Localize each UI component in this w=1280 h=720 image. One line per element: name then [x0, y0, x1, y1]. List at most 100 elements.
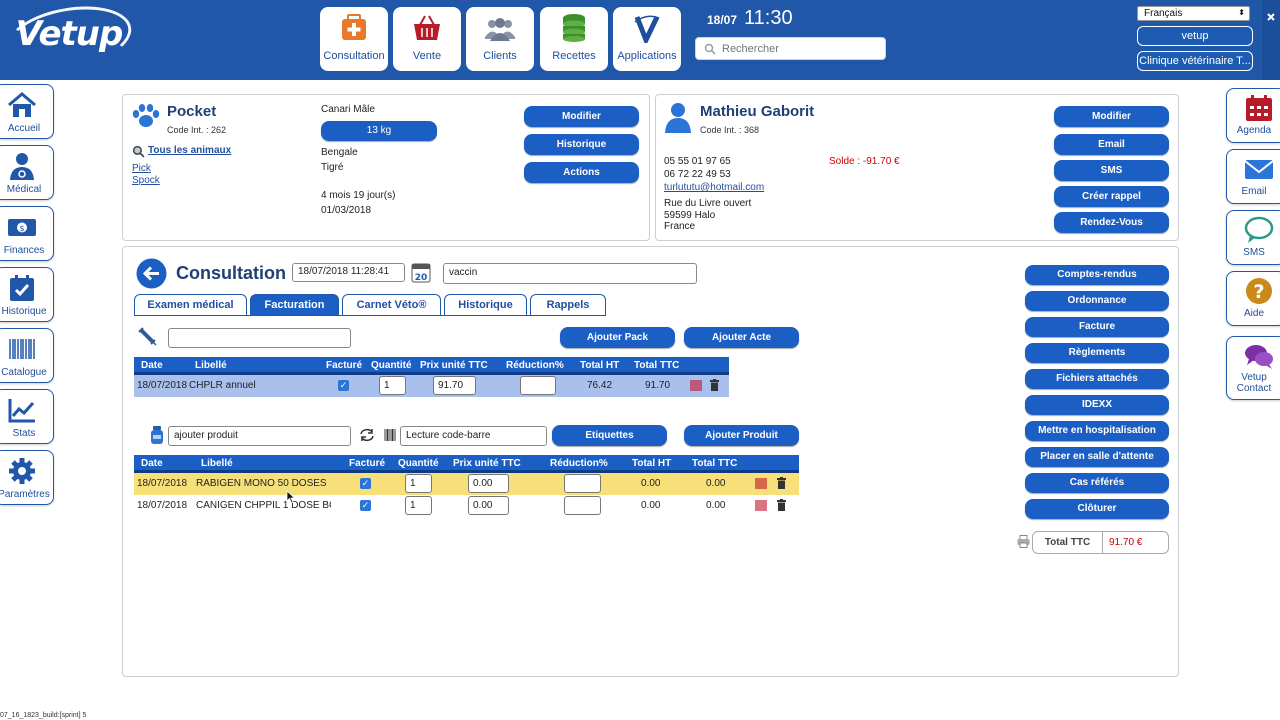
col-total-ttc: Total TTC [692, 458, 738, 469]
owner-email-link[interactable]: turlututu@hotmail.com [664, 182, 765, 193]
col-quantite: Quantité [371, 360, 412, 371]
idexx-button[interactable]: IDEXX [1025, 395, 1169, 415]
trash-icon[interactable] [710, 379, 719, 391]
animal-species-sex: Canari Mâle [321, 104, 375, 115]
table-row[interactable]: 18/07/2018 CANIGEN CHPPIL 1 DOSE BC ✓ 1 … [134, 495, 799, 517]
tab-rappels[interactable]: Rappels [530, 294, 606, 316]
hospitalize-button[interactable]: Mettre en hospitalisation [1025, 421, 1169, 441]
trash-icon[interactable] [777, 477, 786, 489]
vetup-v-icon [634, 15, 660, 43]
house-icon [8, 92, 36, 117]
appointment-button[interactable]: Rendez-Vous [1054, 212, 1169, 233]
barcode-icon[interactable] [690, 380, 702, 391]
nav-clients-label: Clients [483, 50, 517, 62]
payments-button[interactable]: Règlements [1025, 343, 1169, 363]
animal-historique-button[interactable]: Historique [524, 134, 639, 155]
price-input[interactable]: 0.00 [468, 474, 509, 493]
sidebar-item-historique[interactable]: Historique [0, 267, 54, 322]
sidebar-item-medical[interactable]: Médical [0, 145, 54, 200]
close-consultation-button[interactable]: Clôturer [1025, 499, 1169, 519]
search-box[interactable] [695, 37, 886, 60]
prescription-button[interactable]: Ordonnance [1025, 291, 1169, 311]
nav-applications[interactable]: Applications [613, 7, 681, 71]
barcode-icon[interactable] [755, 500, 767, 511]
col-quantite: Quantité [398, 458, 439, 469]
animal-code: Code Int. : 262 [167, 125, 227, 135]
consultation-reason-field[interactable]: vaccin [443, 263, 697, 284]
billed-checkbox[interactable]: ✓ [360, 478, 371, 489]
reduction-input[interactable] [520, 376, 556, 395]
qty-input[interactable]: 1 [405, 496, 432, 515]
refresh-icon[interactable] [359, 428, 375, 442]
printer-icon[interactable] [1017, 535, 1030, 548]
add-pack-button[interactable]: Ajouter Pack [560, 327, 675, 348]
table-row[interactable]: 18/07/2018 CHPLR annuel ✓ 1 91.70 76.42 … [134, 375, 729, 397]
qty-input[interactable]: 1 [405, 474, 432, 493]
sidebar-item-stats[interactable]: Stats [0, 389, 54, 444]
nav-recettes[interactable]: Recettes [540, 7, 608, 71]
nav-consultation-label: Consultation [323, 50, 385, 62]
logo-text: Vetup [15, 14, 124, 54]
qty-input[interactable]: 1 [379, 376, 406, 395]
act-search-input[interactable] [168, 328, 351, 348]
consultation-datetime-field[interactable]: 18/07/2018 11:28:41 [292, 263, 405, 282]
row-date: 18/07/2018 [137, 380, 188, 391]
reports-button[interactable]: Comptes-rendus [1025, 265, 1169, 285]
tab-examen-medical[interactable]: Examen médical [134, 294, 247, 316]
sidebar-item-label: Médical [6, 184, 42, 195]
product-search-input[interactable]: ajouter produit [168, 426, 351, 446]
labels-button[interactable]: Etiquettes [552, 425, 667, 446]
add-product-button[interactable]: Ajouter Produit [684, 425, 799, 446]
trash-icon[interactable] [777, 499, 786, 511]
nav-consultation[interactable]: Consultation [320, 7, 388, 71]
owner-sms-button[interactable]: SMS [1054, 160, 1169, 181]
nav-vente[interactable]: Vente [393, 7, 461, 71]
barcode-icon[interactable] [755, 478, 767, 489]
search-input[interactable] [722, 40, 880, 57]
animal-weight-badge[interactable]: 13 kg [321, 121, 437, 141]
vetup-logo[interactable]: Vetup [1, 0, 137, 79]
language-select[interactable]: Français ⬍ [1137, 6, 1250, 21]
user-button[interactable]: vetup [1137, 26, 1253, 46]
barcode-input[interactable]: Lecture code-barre [400, 426, 547, 446]
owner-modifier-button[interactable]: Modifier [1054, 106, 1169, 127]
chat-bubbles-icon [1245, 345, 1273, 369]
sidebar-item-aide[interactable]: ? Aide [1226, 271, 1280, 326]
referred-cases-button[interactable]: Cas référés [1025, 473, 1169, 493]
billed-checkbox[interactable]: ✓ [338, 380, 349, 391]
clinic-button[interactable]: Clinique vétérinaire T... [1137, 51, 1253, 71]
sidebar-item-finances[interactable]: $ Finances [0, 206, 54, 261]
animal-modifier-button[interactable]: Modifier [524, 106, 639, 127]
sidebar-item-sms[interactable]: SMS [1226, 210, 1280, 265]
owner-email-button[interactable]: Email [1054, 134, 1169, 155]
nav-clients[interactable]: Clients [466, 7, 534, 71]
sidebar-item-catalogue[interactable]: Catalogue [0, 328, 54, 383]
sidebar-item-vetup-contact[interactable]: Vetup Contact [1226, 336, 1280, 400]
tab-historique[interactable]: Historique [444, 294, 527, 316]
sidebar-item-agenda[interactable]: Agenda [1226, 88, 1280, 143]
waiting-room-button[interactable]: Placer en salle d'attente [1025, 447, 1169, 467]
sidebar-item-parametres[interactable]: Paramètres [0, 450, 54, 505]
calendar-icon[interactable]: 20 [411, 261, 431, 283]
reduction-input[interactable] [564, 474, 601, 493]
table-row[interactable]: 18/07/2018 RABIGEN MONO 50 DOSES ✓ 1 0.0… [134, 473, 799, 495]
attached-files-button[interactable]: Fichiers attachés [1025, 369, 1169, 389]
all-animals-link[interactable]: Tous les animaux [148, 145, 232, 156]
billed-checkbox[interactable]: ✓ [360, 500, 371, 511]
sidebar-item-email[interactable]: Email [1226, 149, 1280, 204]
sidebar-item-accueil[interactable]: Accueil [0, 84, 54, 139]
tab-carnet-veto[interactable]: Carnet Véto® [342, 294, 441, 316]
row-total-ht: 76.42 [587, 380, 613, 391]
price-input[interactable]: 0.00 [468, 496, 509, 515]
other-animal-link[interactable]: Spock [132, 175, 160, 186]
back-arrow-icon[interactable] [136, 258, 167, 289]
price-input[interactable]: 91.70 [433, 376, 476, 395]
invoice-button[interactable]: Facture [1025, 317, 1169, 337]
reduction-input[interactable] [564, 496, 601, 515]
sidebar-item-label: Finances [3, 245, 45, 256]
other-animal-link[interactable]: Pick [132, 163, 151, 174]
animal-actions-button[interactable]: Actions [524, 162, 639, 183]
add-act-button[interactable]: Ajouter Acte [684, 327, 799, 348]
tab-facturation[interactable]: Facturation [250, 294, 339, 316]
create-reminder-button[interactable]: Créer rappel [1054, 186, 1169, 207]
